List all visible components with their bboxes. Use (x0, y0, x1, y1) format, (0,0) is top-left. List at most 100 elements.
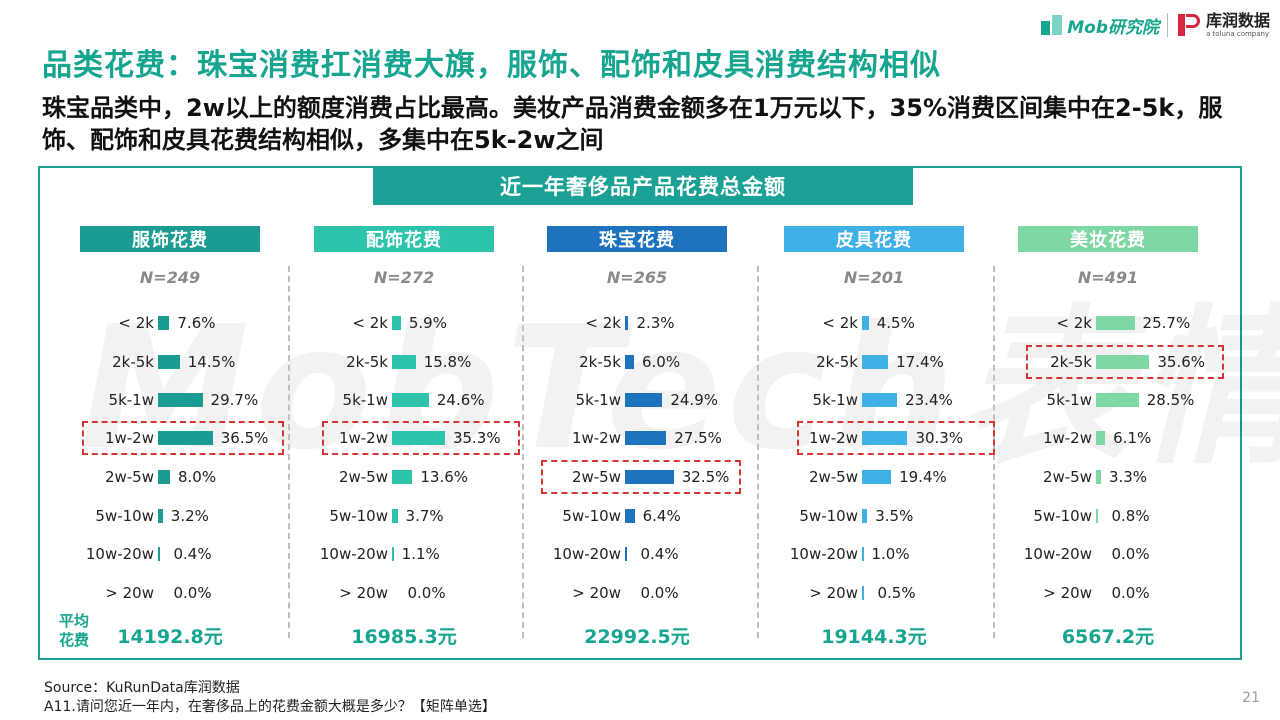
bar (625, 316, 629, 330)
sample-size-label: N=265 (606, 268, 668, 287)
avg-spend-value: 14192.8元 (117, 626, 223, 648)
highlight-box (82, 421, 284, 455)
bar-value-label: 0.8% (1111, 507, 1150, 525)
bar (392, 355, 416, 369)
category-tick-label: < 2k (822, 314, 858, 332)
mob-logo-text: Mob研究院 (1067, 17, 1159, 38)
bar-value-label: 0.0% (173, 584, 212, 602)
bar-row: > 20w 0.0% (314, 580, 550, 606)
bar-row: 10w-20w 1.0% (784, 541, 1020, 567)
bar-row: < 2k 5.9% (314, 310, 550, 336)
bar-row: 5k-1w 24.9% (547, 387, 783, 413)
category-tick-label: 5w-10w (562, 507, 621, 525)
bar (625, 431, 667, 445)
bar-value-label: 8.0% (178, 468, 217, 486)
bar-value-label: 7.6% (177, 314, 216, 332)
bar (392, 431, 445, 445)
avg-spend-value: 16985.3元 (351, 626, 457, 648)
category-tick-label: 1w-2w (338, 429, 388, 447)
category-tick-label: > 20w (1043, 584, 1092, 602)
bar (1096, 470, 1101, 484)
category-tick-label: > 20w (809, 584, 858, 602)
category-header: 珠宝花费 (547, 226, 727, 252)
page-subtitle: 珠宝品类中，2w以上的额度消费占比最高。美妆产品消费金额多在1万元以下，35%消… (42, 94, 1223, 154)
chart-title: 近一年奢侈品产品花费总金额 (373, 167, 913, 205)
category-tick-label: 5k-1w (342, 391, 388, 409)
avg-spend-value: 19144.3元 (821, 626, 927, 648)
category-panel: 服饰花费 N=249 < 2k 7.6% 2k-5k 14.5% 5k-1w 29.7% 1w-… (80, 226, 316, 656)
bar-value-label: 6.1% (1113, 429, 1152, 447)
bar-row: 10w-20w 0.0% (1018, 541, 1254, 567)
category-panel: 珠宝花费 N=265 < 2k 2.3% 2k-5k 6.0% 5k-1w 24.9% 1w-2… (541, 226, 783, 656)
category-tick-label: < 2k (352, 314, 388, 332)
category-tick-label: 10w-20w (319, 545, 388, 563)
bar (158, 431, 213, 445)
category-tick-label: 5w-10w (95, 507, 154, 525)
bar-value-label: 3.2% (170, 507, 209, 525)
category-tick-label: 10w-20w (789, 545, 858, 563)
category-tick-label: 2w-5w (571, 468, 621, 486)
bar-value-label: 27.5% (674, 429, 722, 447)
category-tick-label: > 20w (339, 584, 388, 602)
bar (862, 316, 869, 330)
category-tick-label: 2w-5w (338, 468, 388, 486)
mob-logo: Mob研究院 (1041, 13, 1159, 38)
panel-separator (288, 266, 290, 638)
bar-row: 2w-5w 32.5% (541, 460, 783, 494)
bar-value-label: 17.4% (896, 353, 944, 371)
category-tick-label: 10w-20w (1023, 545, 1092, 563)
bar-value-label: 24.6% (436, 391, 485, 409)
bar (625, 547, 627, 561)
bar-row: 1w-2w 36.5% (80, 421, 316, 455)
bar-value-label: 29.7% (210, 391, 259, 409)
category-tick-label: 2k-5k (816, 353, 858, 371)
category-tick-label: 5w-10w (799, 507, 858, 525)
bar (625, 509, 635, 523)
bar (1096, 431, 1106, 445)
bar-value-label: 6.0% (642, 353, 681, 371)
kurun-logo-text: 库润数据 (1205, 10, 1270, 30)
bar-value-label: 35.3% (452, 429, 501, 447)
bar-value-label: 1.0% (871, 545, 910, 563)
category-tick-label: 2w-5w (808, 468, 858, 486)
bar (1096, 393, 1139, 407)
bar-row: 10w-20w 0.4% (80, 541, 316, 567)
bar-value-label: 0.0% (1111, 584, 1150, 602)
bar-row: 2k-5k 35.6% (1018, 345, 1254, 379)
category-panel: 美妆花费 N=491 < 2k 25.7% 2k-5k 35.6% 5k-1w 28.5% 1w… (1018, 226, 1254, 656)
bar-row: < 2k 4.5% (784, 310, 1020, 336)
bar-row: 1w-2w 35.3% (314, 421, 550, 455)
bar-value-label: 3.5% (875, 507, 914, 525)
bar (158, 547, 160, 561)
bar (1096, 316, 1135, 330)
highlight-box (797, 421, 995, 455)
bar (158, 470, 170, 484)
category-tick-label: 1w-2w (808, 429, 858, 447)
bar-row: > 20w 0.0% (547, 580, 783, 606)
bar-row: 2k-5k 15.8% (314, 349, 550, 375)
bar-value-label: 25.7% (1142, 314, 1191, 332)
bar-row: 5k-1w 23.4% (784, 387, 1020, 413)
sample-size-label: N=249 (139, 268, 201, 287)
kurun-logo: 库润数据 a toluna company (1176, 12, 1270, 38)
bar-value-label: 19.4% (899, 468, 947, 486)
bar-row: 10w-20w 1.1% (314, 541, 550, 567)
bar-row: 5w-10w 3.2% (80, 503, 316, 529)
bar-row: 5w-10w 0.8% (1018, 503, 1254, 529)
bar (392, 547, 394, 561)
kurun-logo-subtext: a toluna company (1205, 29, 1270, 38)
bar (862, 509, 868, 523)
bar-value-label: 3.7% (405, 507, 444, 525)
bar-value-label: 1.1% (401, 545, 440, 563)
category-tick-label: 2k-5k (346, 353, 388, 371)
bar-value-label: 0.4% (640, 545, 679, 563)
bar-row: 5k-1w 29.7% (80, 387, 316, 413)
page-title: 品类花费：珠宝消费扛消费大旗，服饰、配饰和皮具消费结构相似 (42, 48, 941, 83)
category-tick-label: 1w-2w (1042, 429, 1092, 447)
category-tick-label: 2k-5k (112, 353, 154, 371)
page-number: 21 (1242, 690, 1260, 706)
bar-row: 2w-5w 19.4% (784, 464, 1020, 490)
category-tick-label: 10w-20w (552, 545, 621, 563)
category-tick-label: 2w-5w (1042, 468, 1092, 486)
highlight-box (1026, 345, 1224, 379)
